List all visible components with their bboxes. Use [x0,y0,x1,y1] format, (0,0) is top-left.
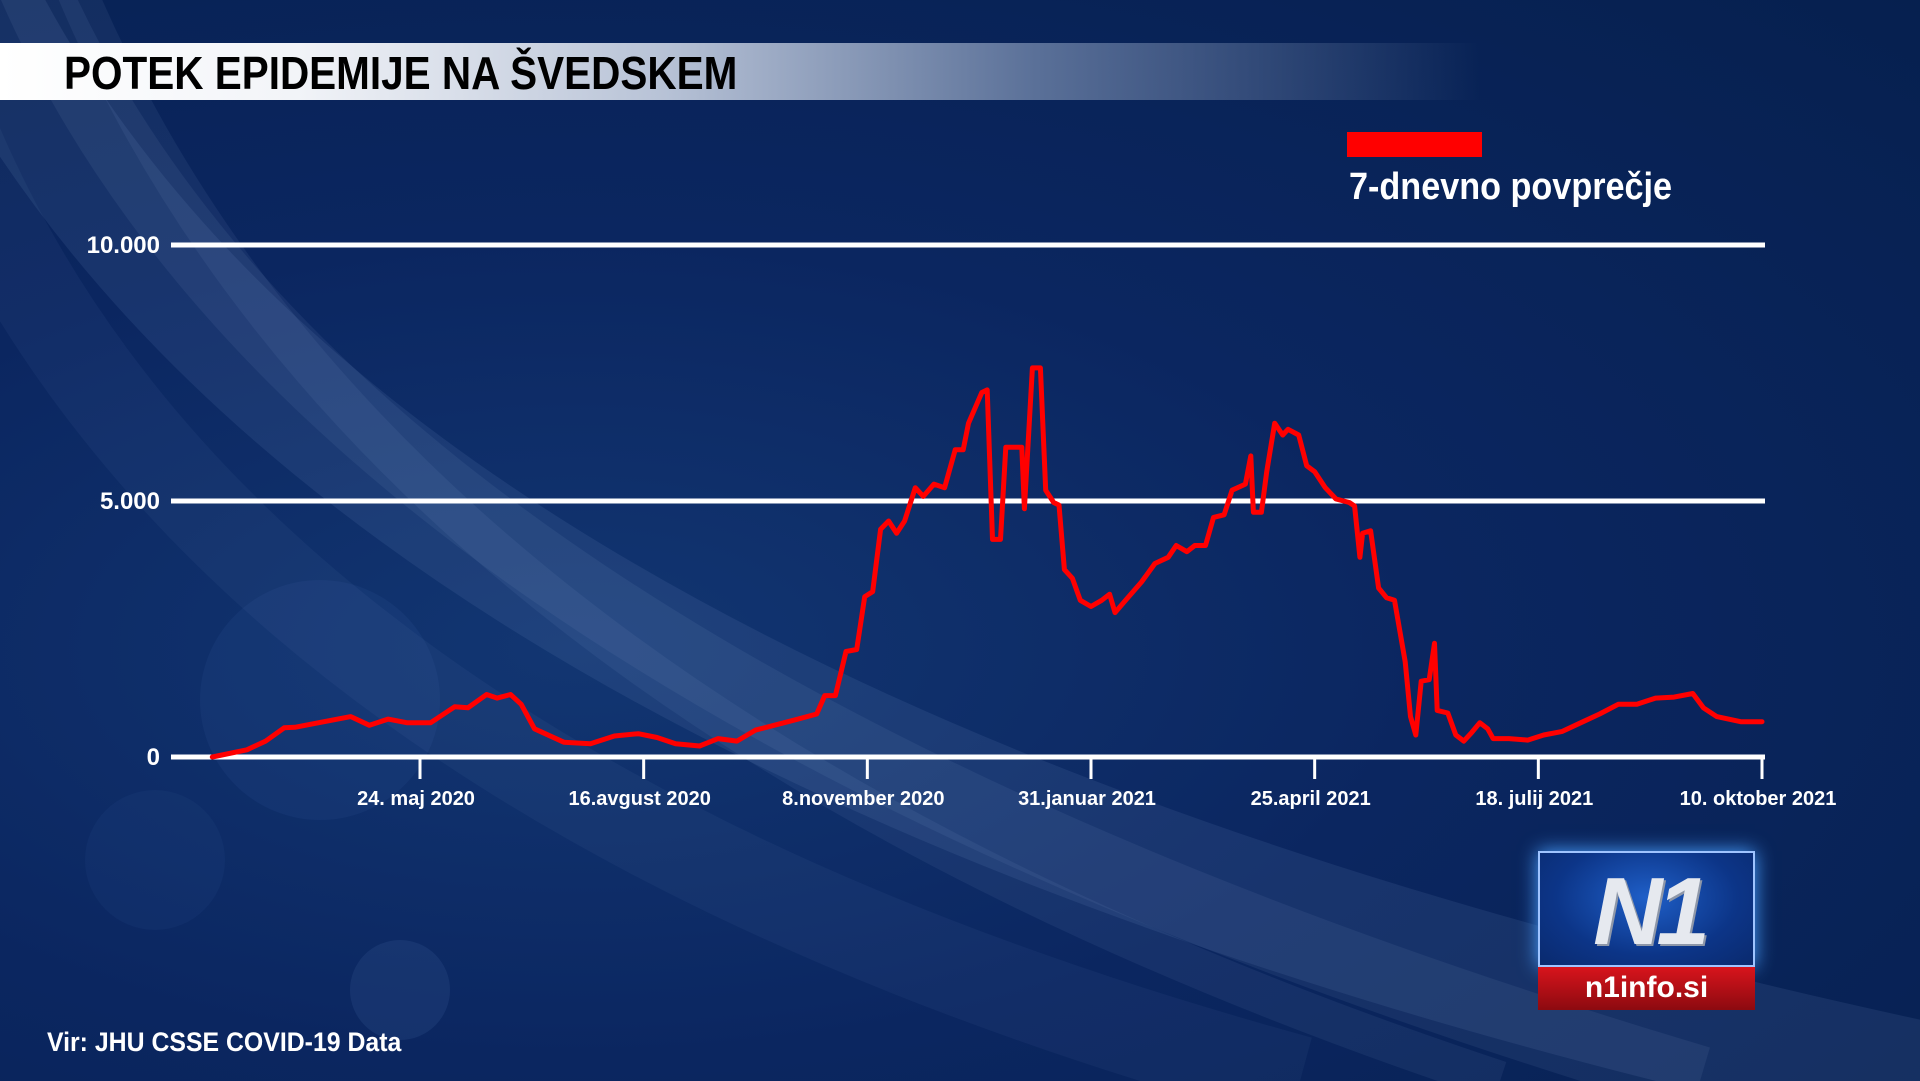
series-line [209,365,1765,760]
legend-swatch [1347,132,1482,157]
y-tick-label: 10.000 [87,232,160,259]
x-tick-label: 24. maj 2020 [357,788,475,810]
x-tick-label: 25.april 2021 [1251,788,1371,810]
x-tick-label: 31.januar 2021 [1018,788,1156,810]
x-tick-label: 16.avgust 2020 [569,788,711,810]
logo-badge: N1 [1538,851,1755,967]
source-note: Vir: JHU CSSE COVID-19 Data [47,1027,402,1057]
y-tick-label: 0 [147,744,160,771]
chart-title: POTEK EPIDEMIJE NA ŠVEDSKEM [64,47,738,99]
logo-site-bar: n1info.si [1538,967,1755,1010]
x-tick-label: 18. julij 2021 [1475,788,1593,810]
legend-label: 7-dnevno povprečje [1349,166,1673,208]
x-tick-label: 8.november 2020 [782,788,944,810]
logo-mark: N1 [1593,858,1710,965]
x-tick-label: 10. oktober 2021 [1680,788,1837,810]
y-tick-label: 5.000 [100,488,160,515]
n1-logo: N1 n1info.si [1538,851,1755,1010]
title-bar [0,43,1480,100]
logo-site: n1info.si [1584,971,1709,1004]
